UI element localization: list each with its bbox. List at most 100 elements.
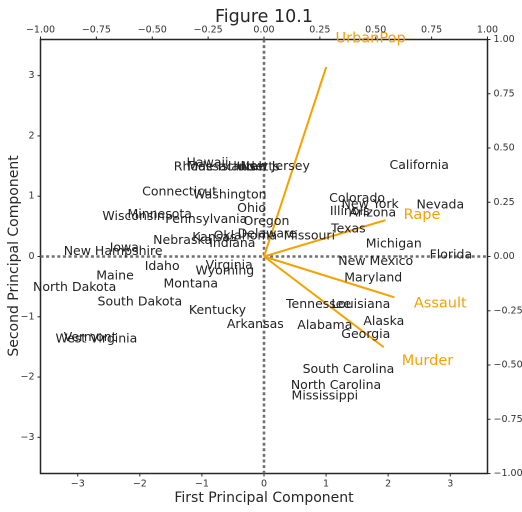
state-label-wyoming: Wyoming bbox=[196, 262, 255, 277]
state-label-idaho: Idaho bbox=[145, 258, 180, 273]
state-label-oregon: Oregon bbox=[244, 213, 290, 228]
loading-arrow-urbanpop bbox=[263, 66, 328, 257]
state-label-louisiana: Louisiana bbox=[331, 296, 390, 311]
secondary-y-tick-label: 0.75 bbox=[494, 88, 515, 99]
state-label-pennsylvania: Pennsylvania bbox=[165, 211, 247, 226]
state-label-alabama: Alabama bbox=[297, 317, 352, 332]
loading-label-rape: Rape bbox=[404, 207, 441, 223]
bottom-axis-ticks: −3 −2 −1 0 1 2 3 bbox=[71, 473, 453, 490]
state-label-utah: Utah bbox=[237, 159, 267, 174]
state-label-tennessee: Tennessee bbox=[285, 296, 351, 311]
state-label-oklahoma: Oklahoma bbox=[214, 227, 278, 242]
x-tick-label: 0 bbox=[261, 479, 267, 490]
state-label-georgia: Georgia bbox=[341, 326, 390, 341]
chart-title: Figure 10.1 bbox=[215, 7, 313, 27]
left-axis-ticks: −3 −2 −1 0 1 2 3 bbox=[20, 70, 41, 443]
state-label-arkansas: Arkansas bbox=[227, 316, 284, 331]
y-tick-label: 2 bbox=[28, 130, 34, 141]
right-axis-ticks: −1.00 −0.75 −0.50 −0.25 0.00 0.25 0.50 0.75 1.00 bbox=[487, 34, 522, 479]
state-label-south-carolina: South Carolina bbox=[303, 361, 395, 376]
state-label-nebraska: Nebraska bbox=[153, 232, 212, 247]
state-label-kentucky: Kentucky bbox=[189, 302, 247, 317]
y-tick-label: 1 bbox=[28, 191, 34, 202]
secondary-x-tick-label: 0.50 bbox=[365, 25, 386, 36]
y-tick-label: −3 bbox=[20, 432, 34, 443]
secondary-x-tick-label: 0.75 bbox=[421, 25, 442, 36]
state-label-west-virginia: West Virginia bbox=[55, 330, 137, 345]
secondary-y-tick-label: −0.50 bbox=[494, 360, 522, 371]
state-label-new-jersey: New Jersey bbox=[240, 158, 310, 173]
secondary-y-tick-label: 0.50 bbox=[494, 143, 515, 154]
state-label-ohio: Ohio bbox=[237, 200, 266, 215]
state-label-indiana: Indiana bbox=[209, 235, 255, 250]
x-axis-title: First Principal Component bbox=[174, 490, 354, 506]
state-label-arizona: Arizona bbox=[349, 204, 396, 219]
state-label-mississippi: Mississippi bbox=[292, 388, 359, 403]
secondary-x-tick-label: −0.25 bbox=[194, 25, 223, 36]
secondary-y-tick-label: −0.75 bbox=[494, 414, 522, 425]
state-label-new-york: New York bbox=[342, 196, 400, 211]
secondary-x-tick-label: 0.25 bbox=[309, 25, 330, 36]
y-tick-label: −1 bbox=[20, 311, 34, 322]
secondary-x-tick-label: 1.00 bbox=[477, 25, 498, 36]
y-tick-label: −2 bbox=[20, 372, 34, 383]
state-label-north-carolina: North Carolina bbox=[291, 377, 381, 392]
state-label-florida: Florida bbox=[430, 247, 473, 262]
x-tick-label: 1 bbox=[323, 479, 329, 490]
loading-arrow-assault bbox=[263, 255, 395, 299]
top-axis-ticks: −1.00 −0.75 −0.50 −0.25 0.00 0.25 0.50 0.75 1.00 bbox=[26, 25, 498, 40]
secondary-y-tick-label: 0.25 bbox=[494, 197, 515, 208]
secondary-y-tick-label: 1.00 bbox=[494, 34, 515, 45]
loading-label-murder: Murder bbox=[402, 353, 454, 369]
secondary-x-tick-label: 0.00 bbox=[253, 25, 274, 36]
state-label-virginia: Virginia bbox=[206, 257, 253, 272]
state-label-south-dakota: South Dakota bbox=[98, 294, 183, 309]
state-label-new-mexico: New Mexico bbox=[338, 253, 413, 268]
state-label-missouri: Missouri bbox=[284, 227, 335, 242]
state-label-connecticut: Connecticut bbox=[142, 183, 217, 198]
secondary-x-tick-label: −0.50 bbox=[138, 25, 167, 36]
secondary-x-tick-label: −1.00 bbox=[26, 25, 55, 36]
x-tick-label: −2 bbox=[133, 479, 147, 490]
state-label-washington: Washington bbox=[193, 186, 266, 201]
x-tick-label: −1 bbox=[195, 479, 209, 490]
state-label-new-hampshire: New Hampshire bbox=[64, 243, 163, 258]
x-tick-label: −3 bbox=[71, 479, 85, 490]
state-label-illinois: Illinois bbox=[330, 203, 370, 218]
loading-arrow-murder bbox=[263, 255, 385, 349]
state-label-north-dakota: North Dakota bbox=[33, 279, 116, 294]
secondary-x-tick-label: −0.75 bbox=[82, 25, 111, 36]
loading-label-urbanpop: UrbanPop bbox=[336, 31, 406, 47]
y-tick-label: 3 bbox=[28, 70, 34, 81]
state-label-minnesota: Minnesota bbox=[127, 206, 192, 221]
state-label-colorado: Colorado bbox=[329, 190, 385, 205]
state-label-iowa: Iowa bbox=[110, 239, 139, 254]
state-label-hawaii: Hawaii bbox=[187, 154, 229, 169]
secondary-y-tick-label: −1.00 bbox=[494, 468, 522, 479]
state-label-alaska: Alaska bbox=[363, 313, 404, 328]
x-tick-label: 2 bbox=[385, 479, 391, 490]
state-label-texas: Texas bbox=[330, 221, 366, 236]
state-label-maryland: Maryland bbox=[344, 269, 402, 284]
state-label-delaware: Delaware bbox=[238, 225, 297, 240]
state-label-nevada: Nevada bbox=[416, 197, 464, 212]
state-label-california: California bbox=[390, 157, 449, 172]
state-label-michigan: Michigan bbox=[366, 236, 422, 251]
state-label-wisconsin: Wisconsin bbox=[102, 208, 164, 223]
state-label-massachusetts: Massachusetts bbox=[187, 159, 279, 174]
state-label-vermont: Vermont bbox=[64, 329, 117, 344]
state-label-rhode-island: Rhode Island bbox=[174, 159, 255, 174]
secondary-y-tick-label: −0.25 bbox=[494, 305, 522, 316]
loading-label-assault: Assault bbox=[414, 295, 467, 311]
loading-arrow-rape bbox=[263, 219, 386, 258]
secondary-y-tick-label: 0.00 bbox=[494, 251, 515, 262]
state-labels: Alabama Alaska Arizona Arkansas California Co… bbox=[33, 154, 472, 402]
y-axis-title: Second Principal Component bbox=[6, 155, 22, 357]
x-tick-label: 3 bbox=[447, 479, 453, 490]
y-tick-label: 0 bbox=[28, 251, 34, 262]
state-label-montana: Montana bbox=[163, 276, 218, 291]
reference-lines bbox=[40, 39, 488, 474]
state-label-maine: Maine bbox=[96, 268, 134, 283]
loading-vectors: Murder Assault UrbanPop Rape bbox=[263, 31, 467, 369]
